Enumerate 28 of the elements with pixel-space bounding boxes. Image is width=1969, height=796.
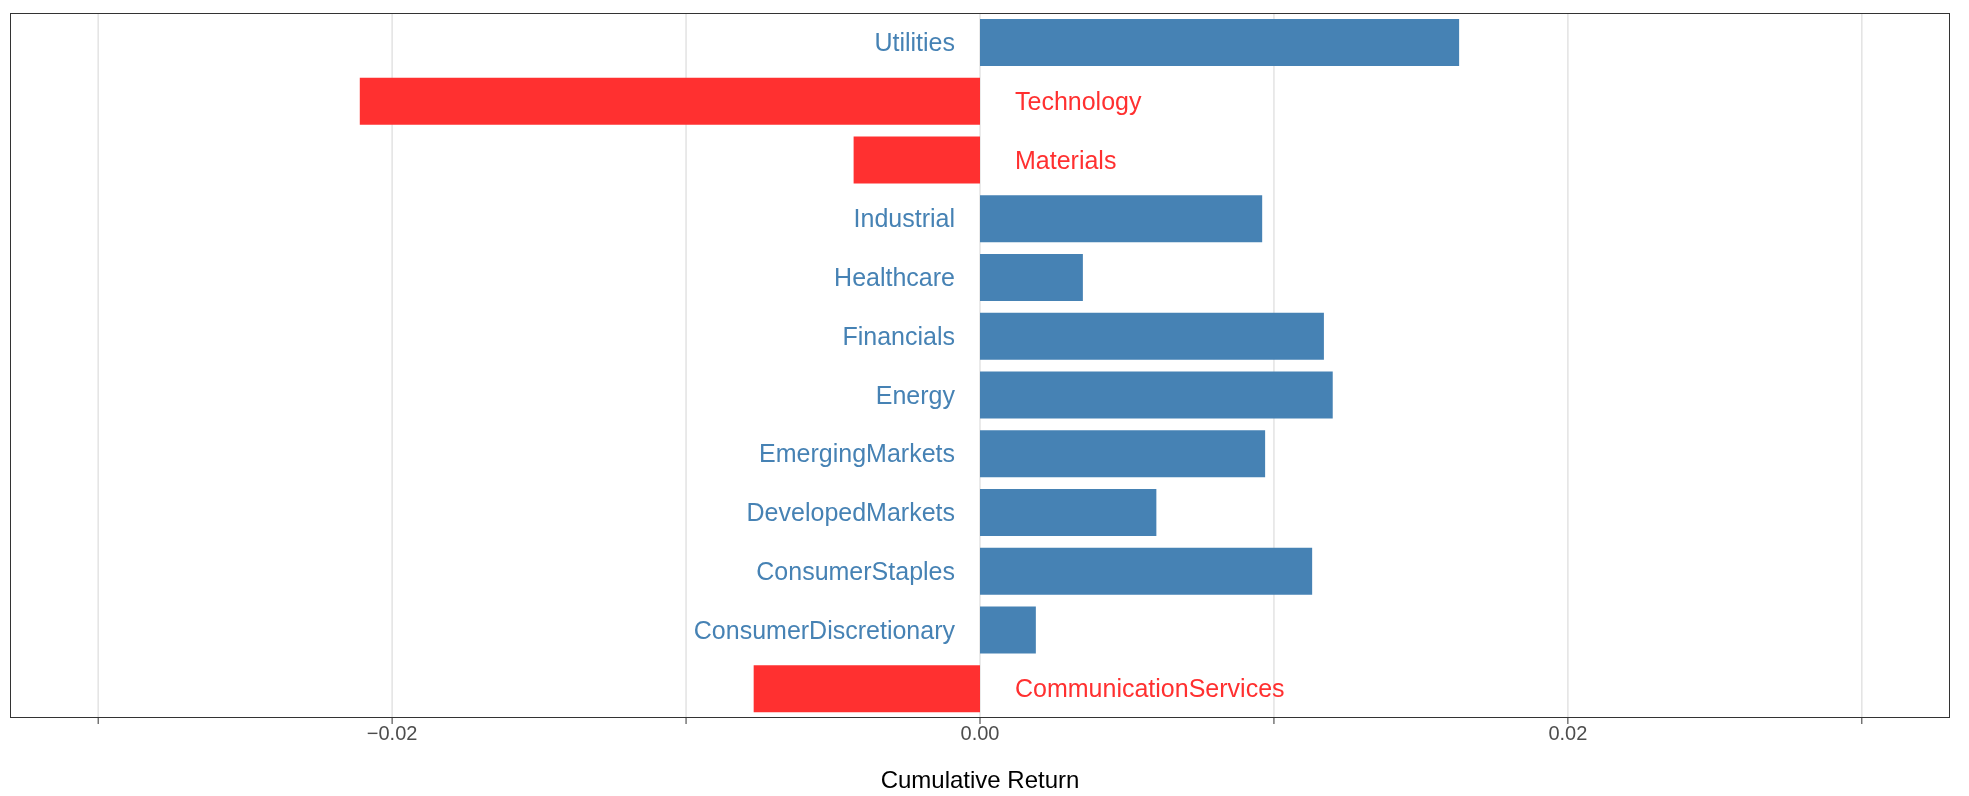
y-tick-label: Energy (875, 380, 956, 409)
y-tick-label: ConsumerStaples (756, 556, 955, 585)
y-tick-label: Utilities (874, 28, 955, 57)
x-tick-label: 0.00 (960, 722, 1000, 745)
y-tick-label: Industrial (853, 204, 955, 233)
bar (980, 253, 1083, 301)
y-tick-label: CommunicationServices (1015, 674, 1285, 703)
y-tick-label: EmergingMarkets (759, 439, 955, 468)
y-tick-label: Financials (842, 321, 955, 350)
x-tick-label: 0.02 (1548, 722, 1588, 745)
bar (853, 136, 980, 184)
bar (980, 430, 1266, 478)
bar (359, 77, 980, 125)
bar (980, 312, 1324, 360)
bar (753, 665, 980, 713)
bar (980, 371, 1333, 419)
bar (980, 606, 1036, 654)
bar (980, 488, 1157, 536)
y-tick-label: ConsumerDiscretionary (693, 615, 956, 644)
y-tick-label: Materials (1015, 145, 1117, 174)
y-tick-label: DevelopedMarkets (746, 498, 955, 527)
bar (980, 195, 1263, 243)
x-axis-title: Cumulative Return (880, 766, 1080, 793)
y-tick-label: Healthcare (834, 263, 955, 292)
x-tick-label: −0.02 (366, 722, 418, 745)
bar (980, 547, 1313, 595)
bar (980, 18, 1460, 66)
y-tick-label: Technology (1015, 86, 1142, 115)
